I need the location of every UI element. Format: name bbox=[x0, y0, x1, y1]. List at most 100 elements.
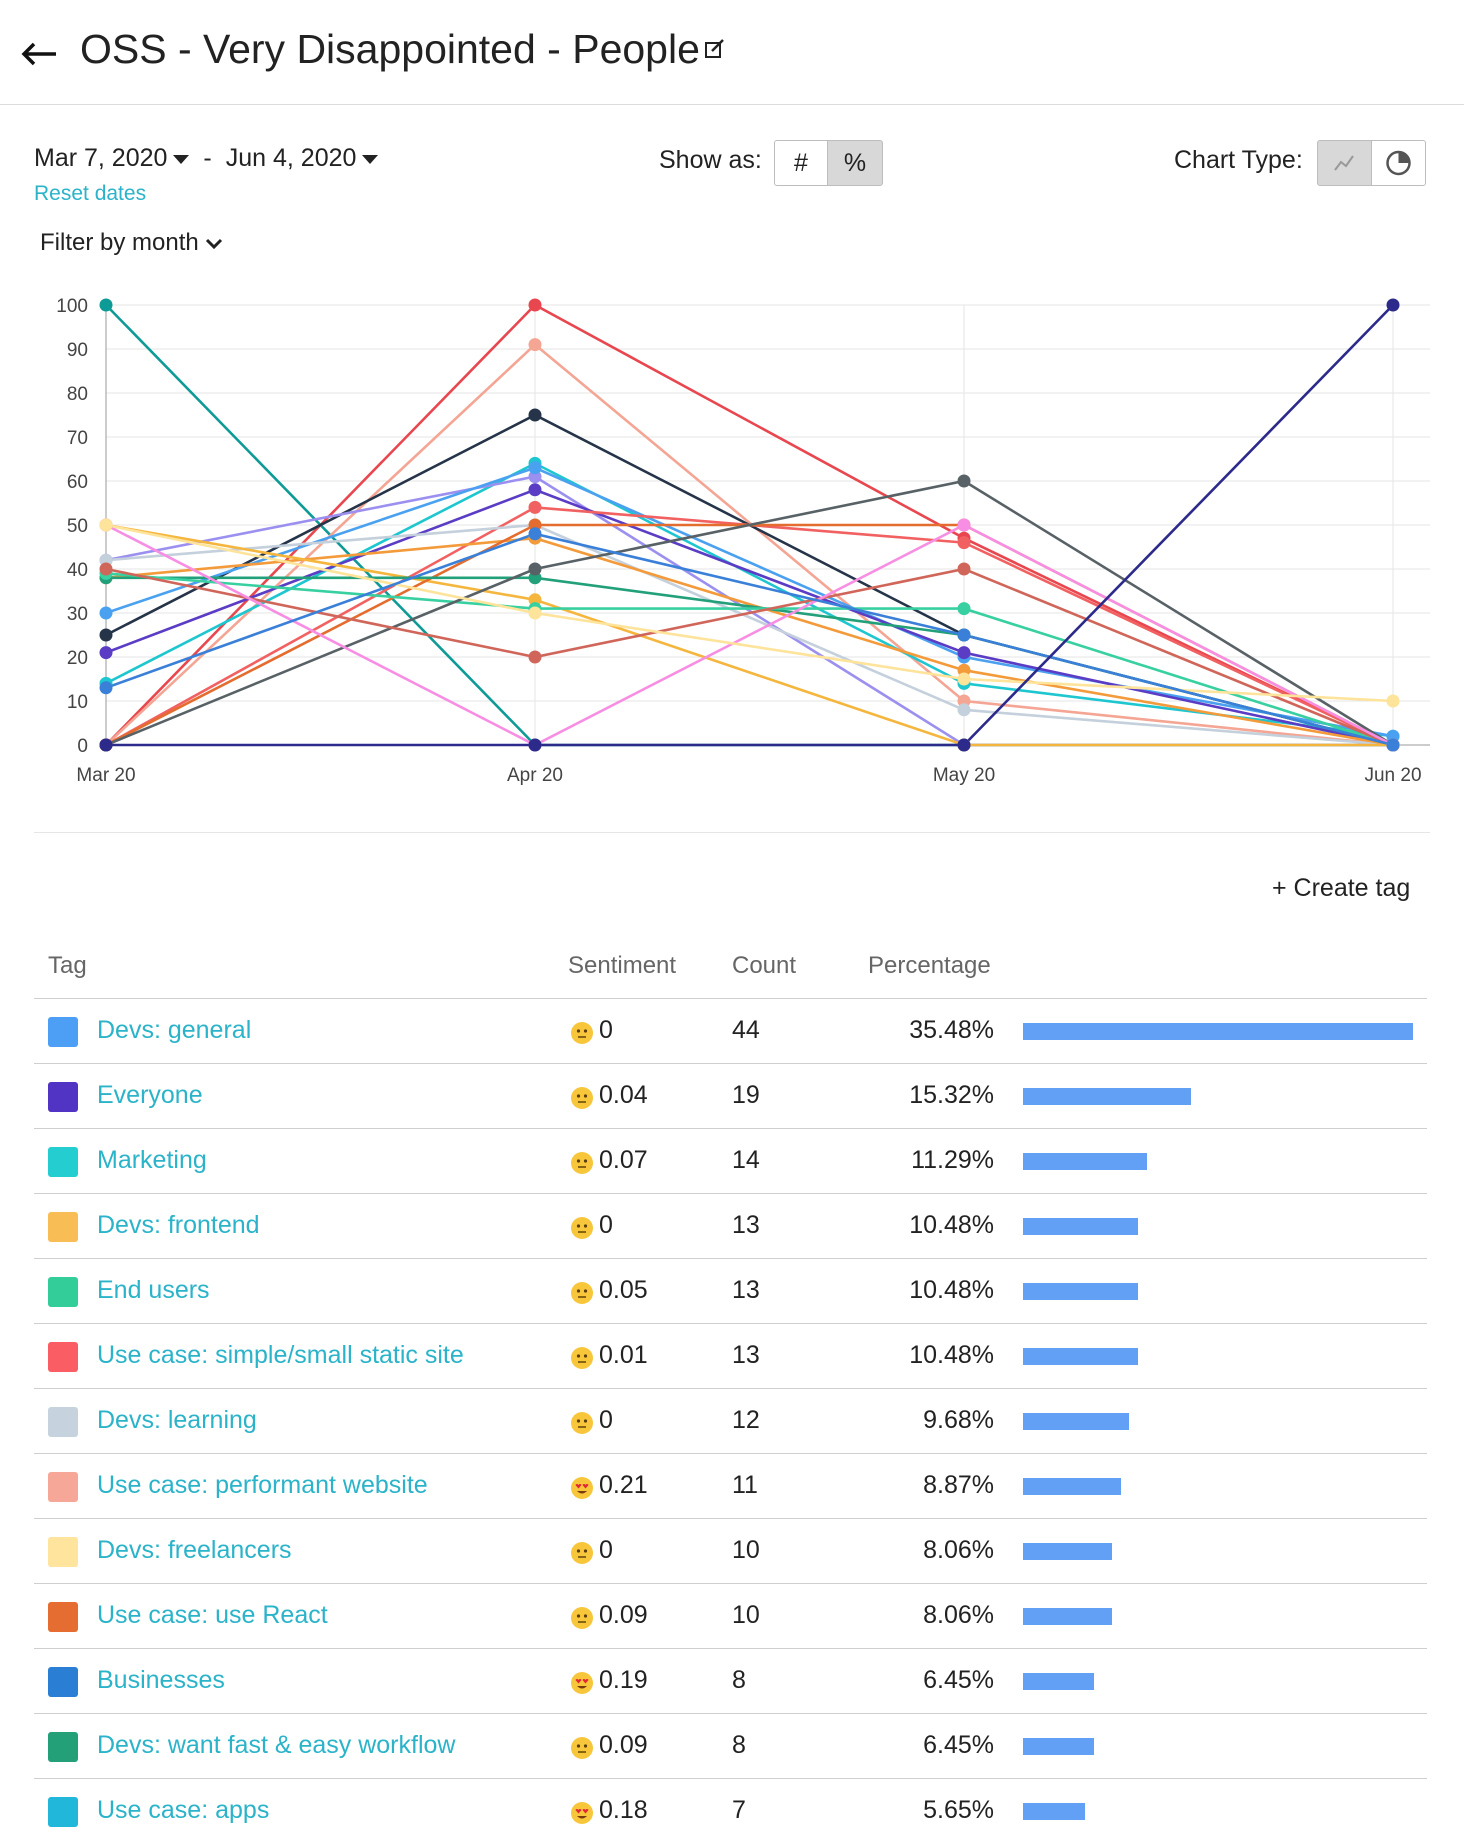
data-point bbox=[528, 500, 542, 514]
tag-color-swatch bbox=[48, 1472, 78, 1502]
neutral-face-emoji-icon bbox=[570, 1736, 594, 1760]
neutral-face-emoji-icon bbox=[570, 1346, 594, 1370]
column-header-count[interactable]: Count bbox=[732, 952, 797, 979]
tag-color-swatch bbox=[48, 1602, 78, 1632]
percentage-bar bbox=[1023, 1803, 1085, 1820]
percentage-value: 8.87% bbox=[923, 1471, 994, 1499]
percentage-value: 9.68% bbox=[923, 1406, 994, 1434]
neutral-face-emoji-icon bbox=[570, 1541, 594, 1565]
tag-link[interactable]: Devs: want fast & easy workflow bbox=[97, 1731, 456, 1759]
column-header-tag[interactable]: Tag bbox=[48, 952, 87, 979]
series-line bbox=[105, 461, 1394, 738]
table-row: Devs: frontend 0 13 10.48% bbox=[34, 1193, 1427, 1258]
percentage-bar bbox=[1023, 1088, 1191, 1105]
tag-link[interactable]: Use case: simple/small static site bbox=[97, 1341, 464, 1369]
tag-link[interactable]: End users bbox=[97, 1276, 210, 1304]
create-tag-button[interactable]: + Create tag bbox=[1272, 874, 1411, 902]
data-point bbox=[528, 408, 542, 422]
data-point bbox=[99, 562, 113, 576]
table-row: End users 0.05 13 10.48% bbox=[34, 1258, 1427, 1323]
y-tick-label: 10 bbox=[67, 692, 88, 713]
data-point bbox=[957, 536, 971, 550]
series-line bbox=[105, 532, 1394, 747]
arrow-left-icon[interactable] bbox=[18, 34, 60, 74]
sentiment-value: 0.18 bbox=[599, 1796, 648, 1824]
tag-link[interactable]: Devs: freelancers bbox=[97, 1536, 292, 1564]
tag-link[interactable]: Devs: frontend bbox=[97, 1211, 260, 1239]
tag-link[interactable]: Use case: apps bbox=[97, 1796, 270, 1824]
series-line bbox=[105, 523, 1393, 747]
neutral-face-emoji-icon bbox=[570, 1021, 594, 1045]
data-point bbox=[528, 562, 542, 576]
caret-down-icon bbox=[173, 154, 190, 164]
page-title: OSS - Very Disappointed - People bbox=[80, 26, 700, 72]
x-tick-label: Jun 20 bbox=[1364, 765, 1421, 786]
count-value: 13 bbox=[732, 1276, 760, 1304]
show-as-count-button[interactable]: # bbox=[774, 140, 828, 186]
series-line bbox=[105, 466, 1394, 738]
column-header-percentage[interactable]: Percentage bbox=[868, 952, 991, 979]
series-line bbox=[105, 536, 1394, 747]
tag-color-swatch bbox=[48, 1212, 78, 1242]
pie-chart-button[interactable] bbox=[1371, 140, 1426, 186]
data-point bbox=[957, 628, 971, 642]
data-point bbox=[1386, 298, 1400, 312]
percentage-value: 5.65% bbox=[923, 1796, 994, 1824]
tag-link[interactable]: Businesses bbox=[97, 1666, 225, 1694]
y-tick-label: 60 bbox=[67, 472, 88, 493]
tag-link[interactable]: Everyone bbox=[97, 1081, 203, 1109]
tag-link[interactable]: Use case: use React bbox=[97, 1601, 328, 1629]
tag-color-swatch bbox=[48, 1797, 78, 1827]
tag-link[interactable]: Devs: learning bbox=[97, 1406, 257, 1434]
data-point bbox=[957, 518, 971, 532]
data-point bbox=[957, 703, 971, 717]
tag-link[interactable]: Marketing bbox=[97, 1146, 207, 1174]
tag-color-swatch bbox=[48, 1537, 78, 1567]
end-date-picker[interactable]: Jun 4, 2020 bbox=[226, 144, 379, 172]
y-tick-label: 90 bbox=[67, 340, 88, 361]
heart-eyes-emoji-icon bbox=[570, 1671, 594, 1695]
data-point bbox=[528, 461, 542, 475]
count-value: 10 bbox=[732, 1536, 760, 1564]
start-date-picker[interactable]: Mar 7, 2020 bbox=[34, 144, 190, 172]
sentiment-value: 0 bbox=[599, 1536, 613, 1564]
chart-type-label: Chart Type: bbox=[1174, 146, 1303, 174]
count-value: 12 bbox=[732, 1406, 760, 1434]
sentiment-value: 0.19 bbox=[599, 1666, 648, 1694]
data-point bbox=[957, 646, 971, 660]
neutral-face-emoji-icon bbox=[570, 1411, 594, 1435]
heart-eyes-emoji-icon bbox=[570, 1476, 594, 1500]
tag-color-swatch bbox=[48, 1667, 78, 1697]
filter-by-month-dropdown[interactable]: Filter by month bbox=[40, 229, 223, 257]
column-header-sentiment[interactable]: Sentiment bbox=[568, 952, 677, 979]
percentage-bar bbox=[1023, 1478, 1121, 1495]
tag-color-swatch bbox=[48, 1342, 78, 1372]
data-point bbox=[957, 474, 971, 488]
tag-link[interactable]: Use case: performant website bbox=[97, 1471, 428, 1499]
sentiment-value: 0.09 bbox=[599, 1731, 648, 1759]
series-line bbox=[105, 572, 1394, 747]
x-tick-label: Apr 20 bbox=[507, 765, 563, 786]
series-line bbox=[105, 567, 1394, 747]
percentage-value: 10.48% bbox=[909, 1211, 994, 1239]
tag-color-swatch bbox=[48, 1017, 78, 1047]
percentage-value: 6.45% bbox=[923, 1731, 994, 1759]
data-point bbox=[528, 606, 542, 620]
y-tick-label: 40 bbox=[67, 560, 88, 581]
percentage-bar bbox=[1023, 1413, 1129, 1430]
series-line bbox=[105, 523, 1394, 747]
percentage-value: 6.45% bbox=[923, 1666, 994, 1694]
edit-icon[interactable] bbox=[704, 38, 726, 60]
reset-dates-link[interactable]: Reset dates bbox=[34, 182, 147, 205]
count-value: 7 bbox=[732, 1796, 746, 1824]
sentiment-value: 0 bbox=[599, 1016, 613, 1044]
data-point bbox=[957, 738, 971, 752]
neutral-face-emoji-icon bbox=[570, 1281, 594, 1305]
sentiment-value: 0.09 bbox=[599, 1601, 648, 1629]
line-chart-button[interactable] bbox=[1317, 140, 1372, 186]
show-as-percent-button[interactable]: % bbox=[827, 140, 883, 186]
tag-link[interactable]: Devs: general bbox=[97, 1016, 252, 1044]
caret-down-icon bbox=[362, 154, 379, 164]
tag-color-swatch bbox=[48, 1732, 78, 1762]
